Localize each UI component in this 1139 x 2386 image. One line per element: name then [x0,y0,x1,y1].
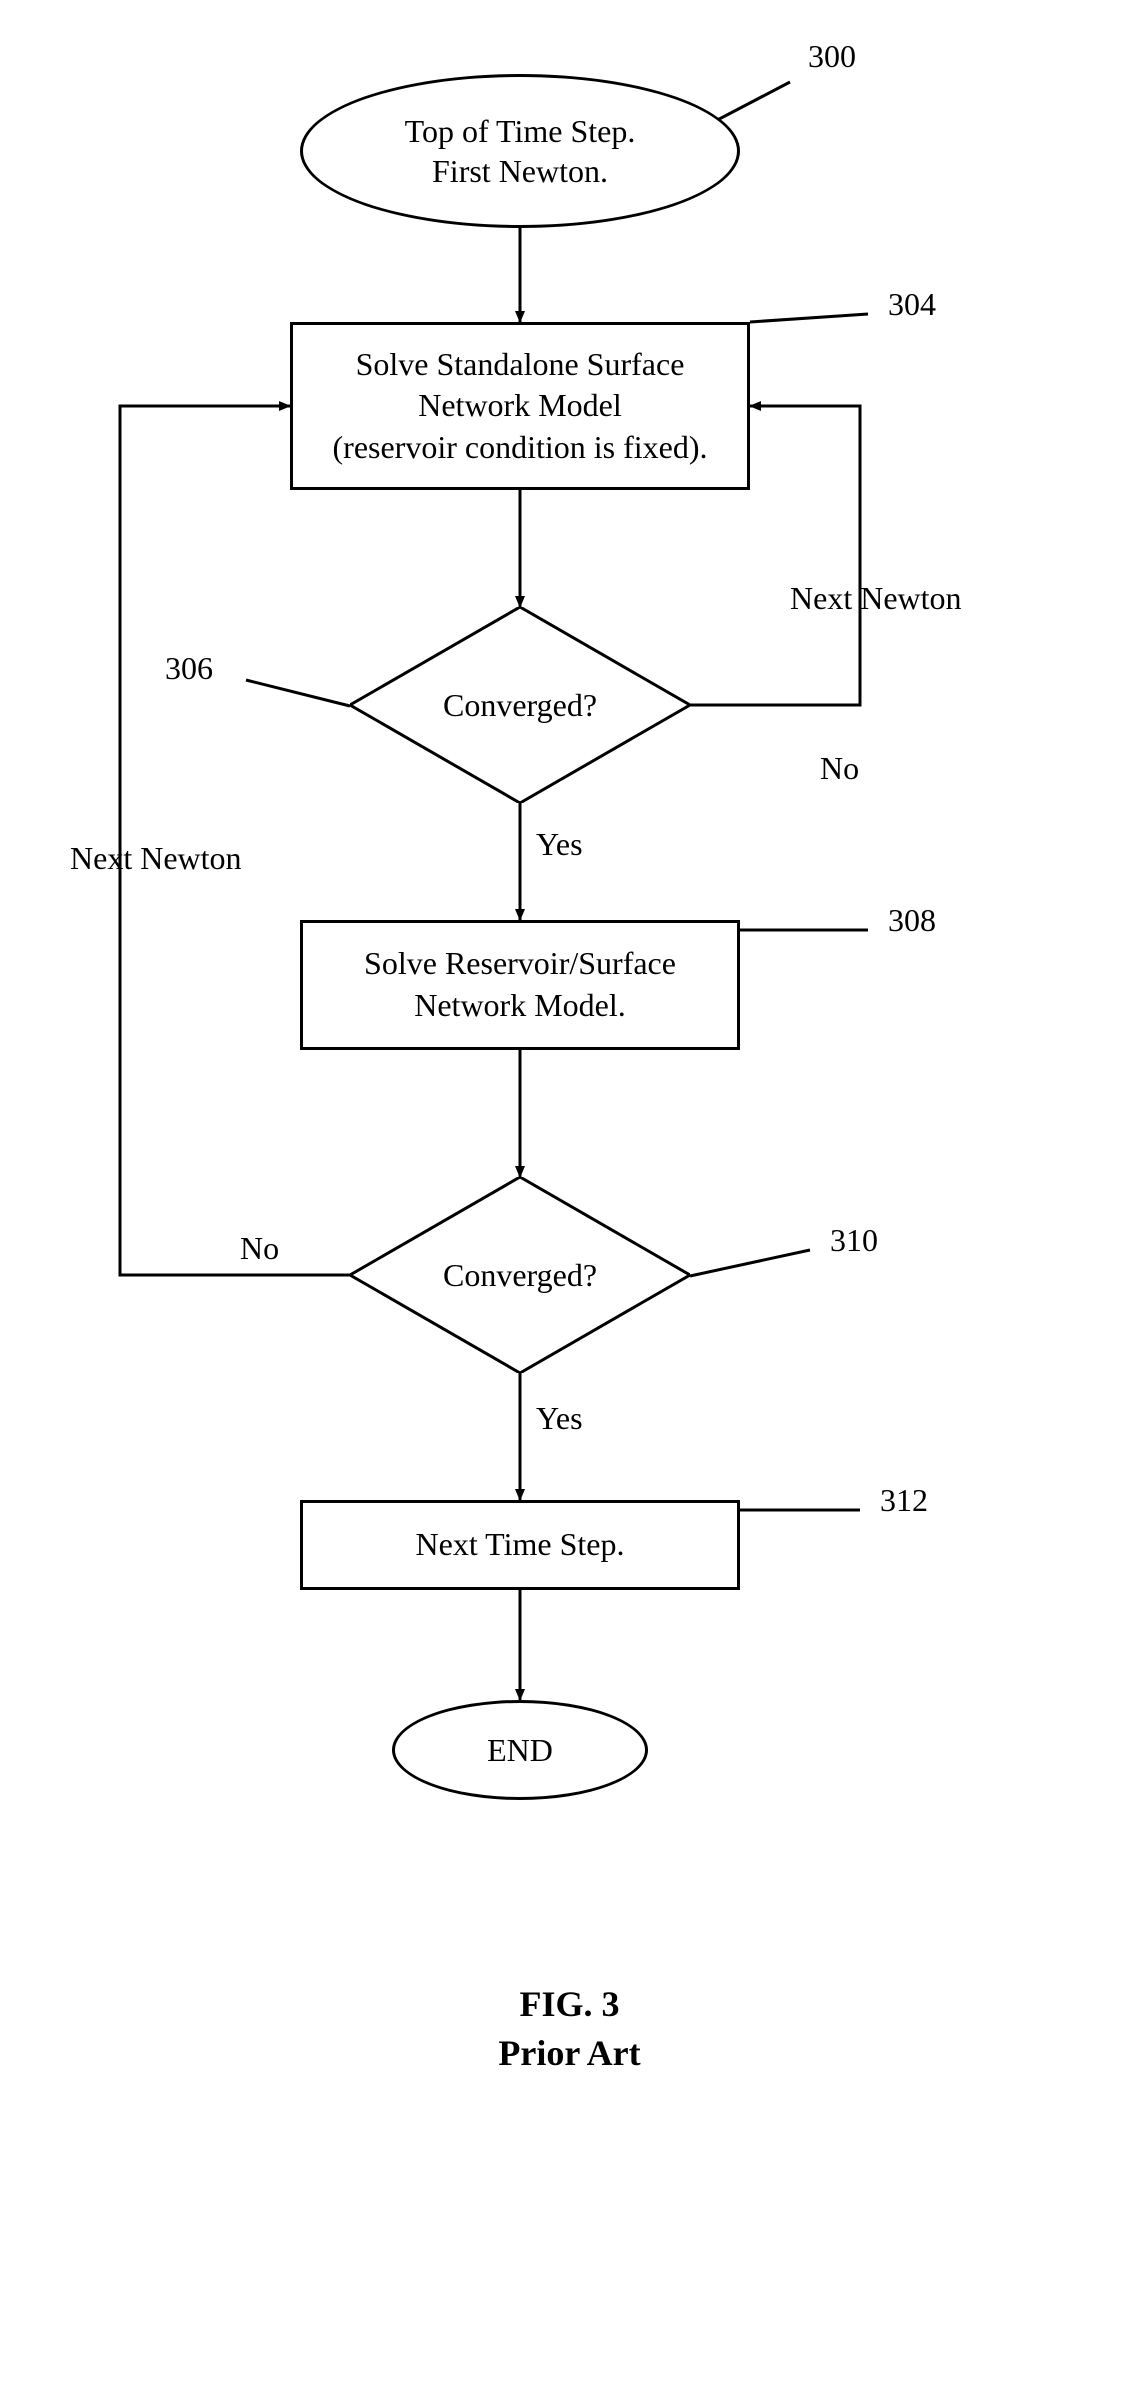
caption-line2: Prior Art [0,2029,1139,2078]
conv2-no-label: No [240,1230,279,1267]
ref-300: 300 [808,38,856,75]
conv1-yes-label: Yes [536,826,583,863]
ref-308: 308 [888,902,936,939]
solve-standalone-node: Solve Standalone Surface Network Model (… [290,322,750,490]
end-label: END [487,1730,553,1770]
start-node: Top of Time Step. First Newton. [300,74,740,228]
figure-caption: FIG. 3 Prior Art [0,1980,1139,2077]
next-time-node: Next Time Step. [300,1500,740,1590]
next-time-label: Next Time Step. [416,1524,625,1566]
flowchart-canvas: Top of Time Step. First Newton. 300 Solv… [0,0,1139,2386]
end-node: END [392,1700,648,1800]
conv2-yes-label: Yes [536,1400,583,1437]
start-line1: Top of Time Step. [405,111,636,151]
solve-reservoir-l1: Solve Reservoir/Surface [364,943,676,985]
converged2-label: Converged? [350,1177,690,1373]
next-newton-right-label: Next Newton [790,580,962,617]
start-line2: First Newton. [432,151,608,191]
ref-312: 312 [880,1482,928,1519]
converged1-label: Converged? [350,607,690,803]
solve-reservoir-node: Solve Reservoir/Surface Network Model. [300,920,740,1050]
next-newton-left-label: Next Newton [70,840,242,877]
ref-310: 310 [830,1222,878,1259]
ref-306: 306 [165,650,213,687]
solve-standalone-l3: (reservoir condition is fixed). [333,427,708,469]
solve-reservoir-l2: Network Model. [364,985,676,1027]
caption-line1: FIG. 3 [0,1980,1139,2029]
conv1-no-label: No [820,750,859,787]
solve-standalone-l1: Solve Standalone Surface [333,344,708,386]
converged1-node: Converged? [350,607,690,803]
converged2-node: Converged? [350,1177,690,1373]
solve-standalone-l2: Network Model [333,385,708,427]
ref-304: 304 [888,286,936,323]
